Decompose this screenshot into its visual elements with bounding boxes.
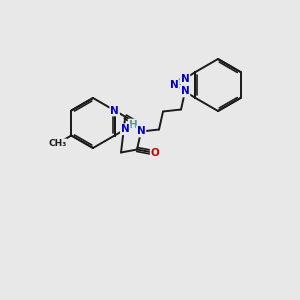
Text: CH₃: CH₃: [48, 139, 67, 148]
Text: N: N: [110, 106, 119, 116]
Text: O: O: [151, 148, 159, 158]
Text: N: N: [181, 74, 189, 83]
Text: N: N: [121, 124, 130, 134]
Text: N: N: [181, 86, 189, 97]
Text: N: N: [136, 127, 146, 136]
Text: N: N: [170, 80, 179, 90]
Text: H: H: [129, 119, 137, 130]
